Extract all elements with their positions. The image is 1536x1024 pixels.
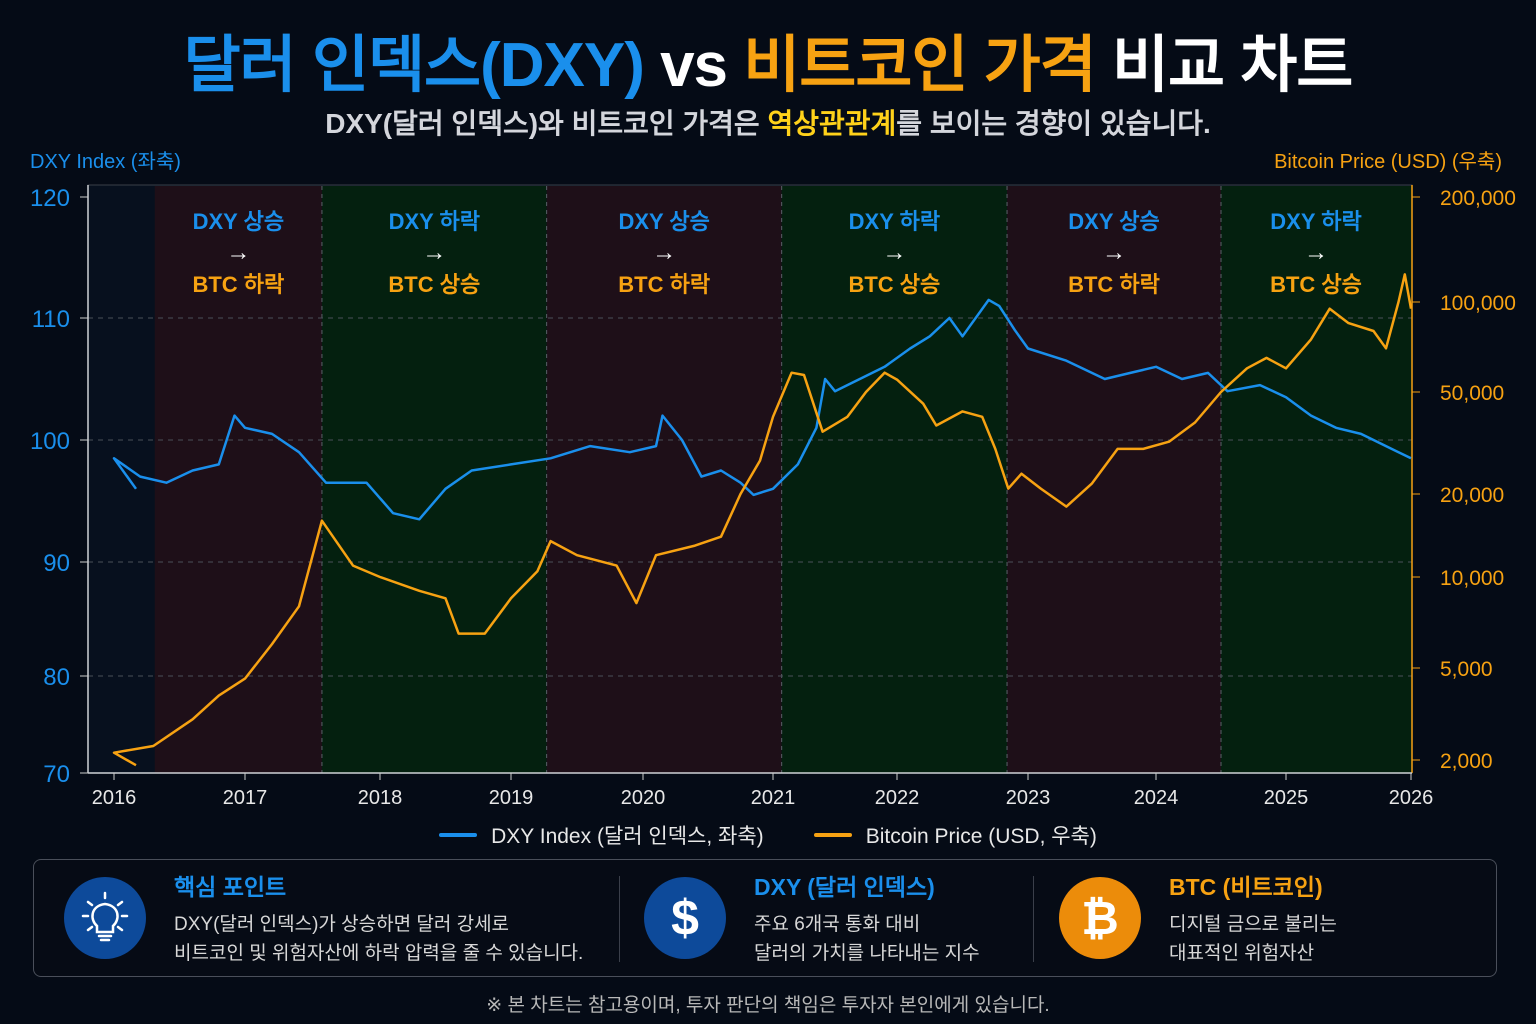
legend-swatch-btc: [813, 833, 852, 837]
x-tick-label: 2023: [1006, 787, 1051, 809]
y-tick-label-right: 20,000: [1440, 484, 1504, 507]
x-tick-label: 2019: [489, 787, 534, 809]
axes: 120 110 100 90 80 70 200,000 100,000 50,000 20,00…: [30, 185, 1516, 809]
title-btc: 비트코인 가격: [743, 31, 1096, 100]
bitcoin-icon: ₿: [1059, 877, 1141, 959]
region-label-dxy: DXY 하락: [849, 209, 940, 234]
x-tick-label: 2025: [1264, 787, 1309, 809]
legend-swatch-dxy: [439, 833, 478, 837]
y-tick-label-left: 120: [30, 185, 70, 212]
title-suffix: 비교 차트: [1095, 31, 1353, 100]
y-axis-left-label: DXY Index (좌축): [30, 150, 181, 173]
card-line: DXY(달러 인덱스)가 상승하면 달러 강세로: [174, 914, 510, 935]
x-tick-label: 2020: [621, 787, 666, 809]
page-title: 달러 인덱스(DXY) vs 비트코인 가격 비교 차트: [0, 14, 1536, 104]
region-label-btc: BTC 상승: [1270, 272, 1362, 297]
y-tick-label-right: 100,000: [1440, 292, 1516, 315]
legend-label-dxy: DXY Index (달러 인덱스, 좌축): [491, 825, 764, 848]
y-tick-label-left: 90: [43, 550, 70, 577]
subtitle-highlight: 역상관관계: [767, 108, 897, 139]
x-tick-label: 2016: [92, 787, 137, 809]
region-fall: [321, 186, 547, 773]
y-tick-label-right: 2,000: [1440, 750, 1493, 773]
region-label-dxy: DXY 상승: [193, 209, 284, 234]
card-key-point: 핵심 포인트 DXY(달러 인덱스)가 상승하면 달러 강세로 비트코인 및 위…: [64, 860, 583, 976]
region-fall: [781, 186, 1008, 773]
card-line: 비트코인 및 위험자산에 하락 압력을 줄 수 있습니다.: [174, 943, 584, 964]
region-label-btc: BTC 하락: [618, 272, 710, 297]
subtitle-text-2: 를 보이는 경향이 있습니다.: [896, 108, 1211, 139]
chart: DXY 상승 → BTC 하락 DXY 하락 → BTC 상승 DXY 상승 → BTC 하락 D…: [30, 150, 1516, 809]
region-label-btc: BTC 하락: [1068, 272, 1160, 297]
region-label-btc: BTC 하락: [192, 272, 284, 297]
divider: [619, 876, 620, 962]
region-label-dxy: DXY 하락: [389, 209, 480, 234]
y-tick-label-left: 110: [32, 306, 70, 333]
card-dxy: $ DXY (달러 인덱스) 주요 6개국 통화 대비 달러의 가치를 나타내는…: [644, 860, 980, 976]
x-tick-label: 2018: [358, 787, 403, 809]
region-rise: [546, 186, 782, 773]
dxy-line: [112, 298, 1412, 521]
regions: DXY 상승 → BTC 하락 DXY 하락 → BTC 상승 DXY 상승 → BTC 하락 D…: [88, 185, 1412, 773]
legend-item-dxy: DXY Index (달러 인덱스, 좌축): [439, 820, 764, 850]
region-arrow: →: [226, 239, 250, 266]
title-dxy: 달러 인덱스(DXY): [183, 31, 645, 100]
x-tick-label: 2021: [751, 787, 796, 809]
legend-item-btc: Bitcoin Price (USD, 우축): [813, 820, 1097, 850]
y-tick-label-left: 70: [43, 761, 70, 788]
disclaimer: ※ 본 차트는 참고용이며, 투자 판단의 책임은 투자자 본인에게 있습니다.: [486, 995, 1050, 1016]
subtitle: DXY(달러 인덱스)와 비트코인 가격은 역상관관계를 보이는 경향이 있습니…: [0, 102, 1536, 142]
region-arrow: →: [1304, 239, 1328, 266]
x-tick-label: 2026: [1389, 787, 1434, 809]
y-tick-label-right: 50,000: [1440, 382, 1504, 405]
y-tick-label-left: 100: [30, 428, 70, 455]
divider: [1033, 876, 1034, 962]
lightbulb-icon: [64, 877, 146, 959]
region-arrow: →: [422, 239, 446, 266]
y-tick-label-left: 80: [43, 664, 70, 691]
card-title: DXY (달러 인덱스): [754, 874, 935, 900]
y-tick-label-right: 5,000: [1440, 658, 1493, 681]
series-lines: [112, 273, 1413, 767]
region-label-dxy: DXY 상승: [618, 209, 709, 234]
info-panel: 핵심 포인트 DXY(달러 인덱스)가 상승하면 달러 강세로 비트코인 및 위…: [33, 859, 1497, 977]
region-arrow: →: [1102, 239, 1126, 266]
card-line: 디지털 금으로 불리는: [1169, 914, 1337, 935]
dollar-icon: $: [644, 877, 726, 959]
title-vs: vs: [643, 31, 744, 100]
region-fall: [1221, 186, 1411, 773]
y-tick-label-right: 10,000: [1440, 567, 1504, 590]
x-tick-label: 2022: [875, 787, 920, 809]
x-tick-label: 2024: [1134, 787, 1179, 809]
x-tick-label: 2017: [223, 787, 268, 809]
grid: [88, 317, 1412, 677]
y-axis-right-label: Bitcoin Price (USD) (우축): [1274, 150, 1502, 173]
legend-label-btc: Bitcoin Price (USD, 우축): [865, 825, 1097, 848]
card-line: 대표적인 위험자산: [1169, 943, 1315, 964]
region-label-dxy: DXY 하락: [1270, 209, 1361, 234]
region-arrow: →: [882, 239, 906, 266]
region-label-btc: BTC 상승: [848, 272, 940, 297]
card-btc: ₿ BTC (비트코인) 디지털 금으로 불리는 대표적인 위험자산: [1059, 860, 1337, 976]
btc-line: [112, 273, 1413, 767]
region-arrow: →: [652, 239, 676, 266]
card-title: BTC (비트코인): [1169, 874, 1323, 900]
region-rise: [154, 186, 322, 773]
region-label-dxy: DXY 상승: [1068, 209, 1159, 234]
card-title: 핵심 포인트: [174, 874, 287, 900]
subtitle-text-1: DXY(달러 인덱스)와 비트코인 가격은: [325, 108, 768, 139]
region-rise: [1007, 186, 1221, 773]
card-line: 주요 6개국 통화 대비: [754, 914, 921, 935]
y-tick-label-right: 200,000: [1440, 187, 1516, 210]
legend: DXY Index (달러 인덱스, 좌축) Bitcoin Price (US…: [0, 820, 1536, 850]
region-label-btc: BTC 상승: [388, 272, 480, 297]
card-line: 달러의 가치를 나타내는 지수: [754, 943, 980, 964]
